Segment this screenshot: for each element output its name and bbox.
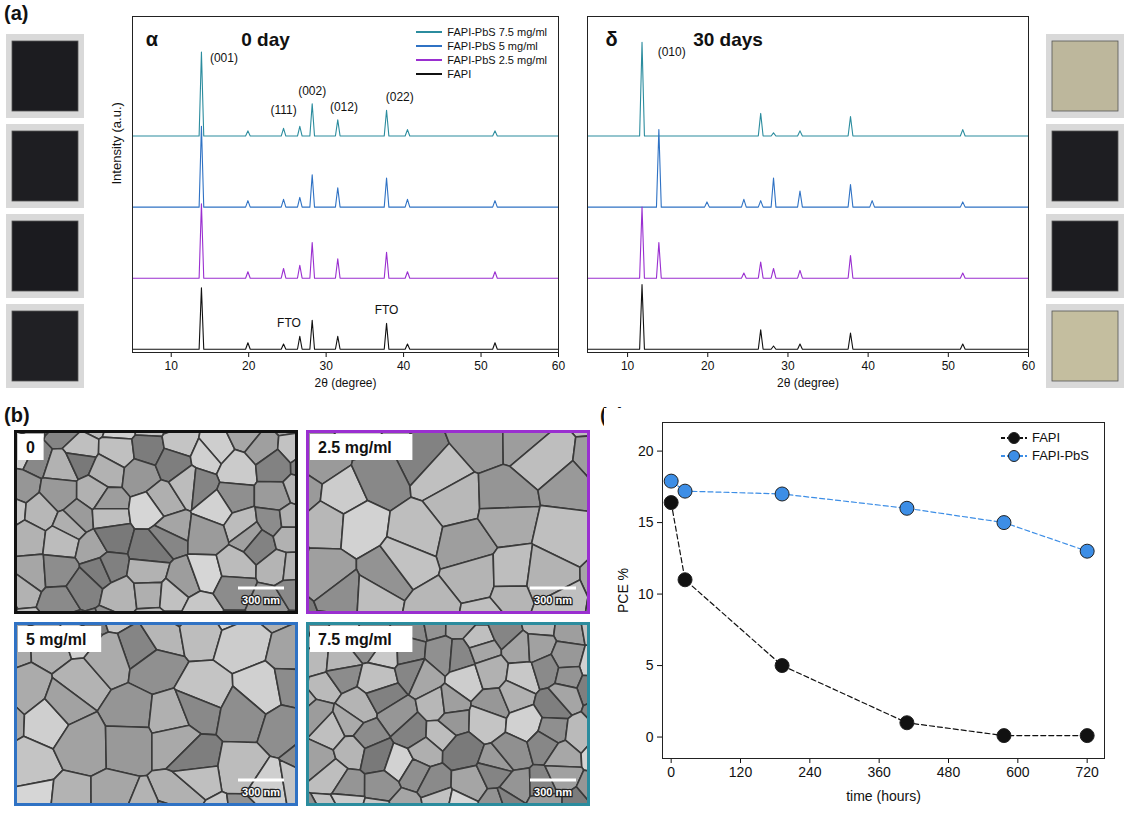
- svg-text:2θ (degree): 2θ (degree): [777, 376, 839, 390]
- svg-text:120: 120: [729, 764, 753, 780]
- svg-text:20: 20: [638, 443, 654, 459]
- svg-text:600: 600: [1006, 764, 1030, 780]
- svg-text:(111): (111): [270, 103, 296, 117]
- svg-text:300 nm: 300 nm: [242, 786, 280, 798]
- svg-text:FTO: FTO: [277, 316, 301, 330]
- svg-text:0 day: 0 day: [241, 29, 290, 50]
- svg-text:50: 50: [942, 359, 956, 373]
- svg-text:(010): (010): [658, 45, 686, 59]
- html-text:FAPI-PbS 7.5 mg/ml: FAPI-PbS 7.5 mg/ml: [447, 26, 547, 38]
- svg-text:FTO: FTO: [375, 303, 399, 317]
- svg-text:15: 15: [638, 514, 654, 530]
- html-text:FAPI-PbS 2.5 mg/ml: FAPI-PbS 2.5 mg/ml: [447, 54, 547, 66]
- svg-text:30 days: 30 days: [693, 29, 763, 50]
- svg-text:0: 0: [667, 764, 675, 780]
- svg-text:300 nm: 300 nm: [534, 594, 572, 606]
- svg-text:40: 40: [861, 359, 875, 373]
- svg-text:720: 720: [1075, 764, 1099, 780]
- svg-text:time (hours): time (hours): [846, 788, 921, 804]
- svg-text:20: 20: [701, 359, 715, 373]
- svg-text:5 mg/ml: 5 mg/ml: [26, 631, 86, 648]
- svg-text:2.5 mg/ml: 2.5 mg/ml: [318, 439, 392, 456]
- svg-text:40: 40: [397, 359, 411, 373]
- svg-text:0: 0: [26, 439, 35, 456]
- svg-text:0: 0: [646, 729, 654, 745]
- svg-text:10: 10: [638, 586, 654, 602]
- svg-text:(012): (012): [330, 100, 358, 114]
- html-text:FAPI-PbS: FAPI-PbS: [1031, 448, 1089, 463]
- svg-text:5: 5: [646, 657, 654, 673]
- svg-text:2θ (degree): 2θ (degree): [314, 376, 376, 390]
- svg-text:30: 30: [781, 359, 795, 373]
- svg-text:α: α: [146, 28, 159, 50]
- svg-text:δ: δ: [605, 28, 617, 50]
- html-text:FAPI: FAPI: [447, 68, 472, 80]
- html-text:(a): (a): [4, 2, 29, 24]
- svg-text:60: 60: [552, 359, 566, 373]
- svg-text:10: 10: [621, 359, 635, 373]
- svg-text:(002): (002): [298, 84, 326, 98]
- svg-text:50: 50: [474, 359, 488, 373]
- svg-text:10: 10: [165, 359, 179, 373]
- html-text:FAPI: FAPI: [1031, 430, 1061, 445]
- svg-text:20: 20: [242, 359, 256, 373]
- svg-text:PCE %: PCE %: [615, 568, 631, 613]
- svg-text:240: 240: [798, 764, 822, 780]
- svg-text:7.5 mg/ml: 7.5 mg/ml: [318, 631, 392, 648]
- svg-text:Intensity (a.u.): Intensity (a.u.): [109, 102, 124, 184]
- svg-text:60: 60: [1022, 359, 1036, 373]
- svg-text:480: 480: [937, 764, 961, 780]
- html-text:(c): (c): [600, 404, 625, 426]
- svg-text:(001): (001): [210, 51, 238, 65]
- svg-text:300 nm: 300 nm: [242, 594, 280, 606]
- html-text:FAPI-PbS 5 mg/ml: FAPI-PbS 5 mg/ml: [447, 40, 538, 52]
- svg-text:30: 30: [319, 359, 333, 373]
- svg-text:360: 360: [867, 764, 891, 780]
- html-text:(b): (b): [4, 404, 30, 426]
- svg-text:(022): (022): [386, 90, 414, 104]
- svg-text:300 nm: 300 nm: [534, 786, 572, 798]
